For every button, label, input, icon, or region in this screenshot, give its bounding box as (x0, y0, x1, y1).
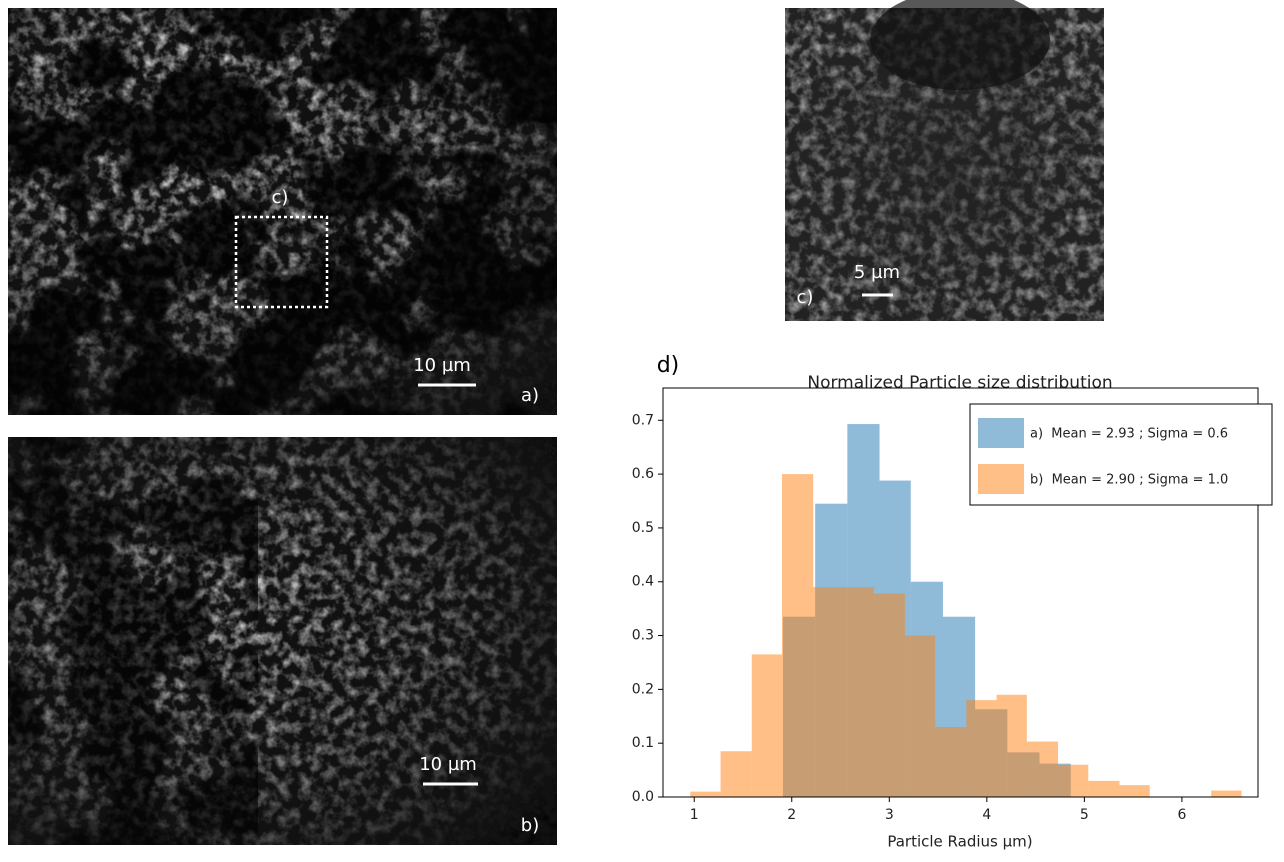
image-blobs (8, 437, 258, 845)
y-tick-label: 0.4 (632, 574, 654, 590)
y-tick-label: 0.1 (632, 735, 654, 751)
histogram-bar (966, 700, 997, 797)
axes-frame (662, 387, 1259, 798)
scale-bar-label: 10 µm (419, 754, 477, 775)
panel-label: a) (521, 385, 539, 406)
y-tick-label: 0.3 (632, 628, 654, 644)
panel-label: b) (521, 815, 539, 836)
plot: 1 2 3 4 5 6 0.0 0.1 0.2 0.3 0.4 0.5 0.6 0.7 a) Mean = … (632, 387, 1273, 823)
panel-a: c) 10 µm a) (8, 8, 557, 415)
image-blobs (8, 8, 557, 415)
dark-region (870, 0, 1050, 90)
x-tick-label: 1 (690, 807, 699, 823)
panel-c: 5 µm c) (785, 0, 1104, 321)
y-tick-label: 0.5 (632, 520, 654, 536)
legend-swatch (978, 418, 1024, 448)
legend-label: b) Mean = 2.90 ; Sigma = 1.0 (1030, 473, 1228, 488)
y-tick-label: 0.2 (632, 681, 654, 697)
x-tick-label: 6 (1177, 807, 1186, 823)
y-tick-label: 0.6 (632, 466, 654, 482)
histogram-bar (873, 593, 905, 797)
histogram-bar (843, 587, 874, 797)
x-tick-label: 2 (787, 807, 796, 823)
histogram-bar (1026, 741, 1059, 797)
histogram-bar (813, 587, 844, 797)
chart-title: Normalized Particle size distribution (807, 373, 1112, 393)
histogram-bar (751, 654, 782, 797)
legend-label: a) Mean = 2.93 ; Sigma = 0.6 (1030, 427, 1228, 442)
y-tick-label: 0.7 (632, 412, 654, 428)
histogram-bar (1058, 764, 1089, 797)
x-tick-label: 4 (982, 807, 991, 823)
panel-b: 10 µm b) (8, 437, 557, 845)
legend-swatch (978, 464, 1024, 494)
histogram-bar (935, 727, 967, 797)
y-tick-label: 0.0 (632, 789, 654, 805)
histogram-bar (996, 694, 1027, 797)
panel-label: d) (657, 353, 680, 378)
histogram-bar (1088, 780, 1120, 797)
scale-bar-label: 5 µm (854, 262, 900, 283)
histogram-bar (690, 791, 721, 797)
scale-bar-label: 10 µm (413, 355, 471, 376)
x-tick-label: 3 (885, 807, 894, 823)
panel-label: c) (797, 287, 814, 308)
roi-label: c) (272, 187, 289, 208)
histogram-bar (904, 635, 936, 797)
x-tick-label: 5 (1080, 807, 1089, 823)
x-axis-label: Particle Radius μm) (887, 833, 1032, 851)
histogram-bar (720, 751, 752, 797)
histogram-bar (782, 474, 814, 797)
histogram-bar (1211, 790, 1242, 797)
histogram-bar (1119, 785, 1150, 797)
